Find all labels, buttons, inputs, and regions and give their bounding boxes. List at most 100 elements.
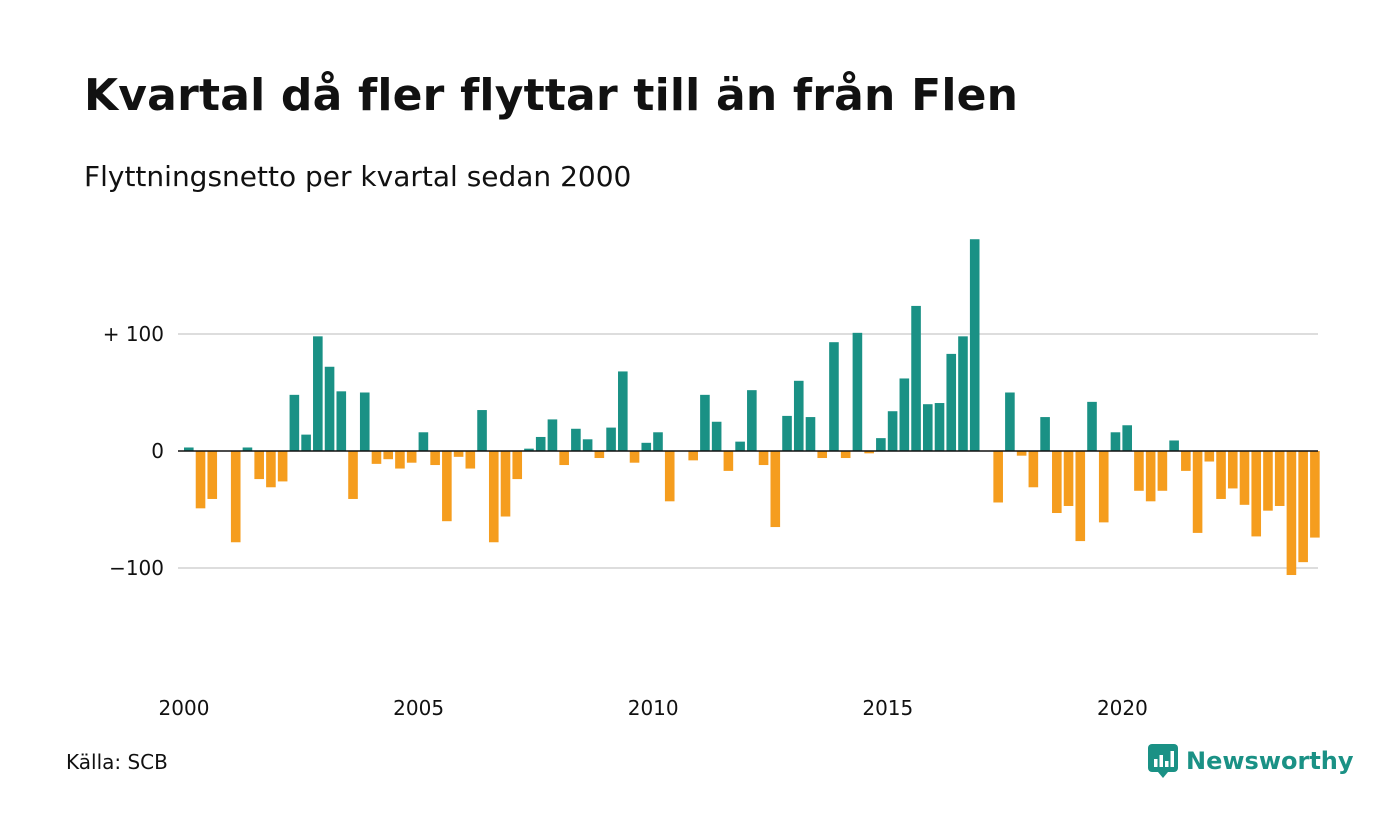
bar: [359, 392, 370, 451]
bar: [406, 451, 417, 463]
bar: [395, 451, 405, 469]
bar: [1181, 451, 1191, 471]
bar: [1216, 451, 1226, 499]
bar: [1286, 451, 1297, 576]
bar: [1063, 451, 1074, 506]
bar: [418, 432, 429, 451]
bar: [230, 451, 241, 543]
bar: [371, 451, 382, 464]
bar: [958, 336, 968, 451]
bar: [700, 394, 710, 451]
bar: [1204, 451, 1215, 462]
newsworthy-logo-icon: [1148, 744, 1178, 778]
bar: [817, 451, 828, 459]
bar: [887, 411, 898, 451]
bar: [1016, 451, 1027, 456]
bar: [1251, 451, 1262, 537]
bar: [1263, 451, 1273, 511]
source-note: Källa: SCB: [66, 750, 168, 774]
bar: [348, 451, 358, 499]
bar: [453, 451, 464, 457]
bar: [653, 432, 663, 451]
bar: [922, 404, 933, 451]
bar: [1298, 451, 1308, 563]
chart-title: Kvartal då fler flyttar till än från Fle…: [84, 70, 1019, 121]
bar: [524, 448, 534, 451]
bar: [336, 391, 347, 451]
bar: [324, 366, 335, 451]
x-tick-label: 2020: [1097, 696, 1148, 720]
bar: [946, 353, 957, 451]
bar: [1274, 451, 1285, 506]
bar: [1169, 440, 1179, 451]
y-tick-label: 0: [151, 439, 164, 463]
bar: [465, 451, 476, 469]
bar: [1310, 451, 1320, 538]
bar: [1087, 401, 1097, 451]
x-tick-label: 2000: [159, 696, 210, 720]
bar: [723, 451, 734, 471]
bar: [1192, 451, 1203, 533]
bar: [547, 419, 558, 451]
bar: [852, 332, 863, 451]
x-tick-label: 2005: [393, 696, 444, 720]
bar: [1122, 425, 1132, 451]
bar: [1005, 392, 1015, 451]
bar: [184, 447, 194, 451]
bar: [758, 451, 769, 466]
brand-name: Newsworthy: [1186, 747, 1354, 775]
brand-logo: Newsworthy: [1148, 744, 1354, 778]
bar: [594, 451, 605, 459]
bar: [1110, 432, 1121, 451]
bar: [1040, 417, 1050, 451]
bar: [254, 451, 264, 480]
bar: [582, 439, 593, 451]
chart-subtitle: Flyttningsnetto per kvartal sedan 2000: [84, 160, 632, 193]
bar: [606, 427, 616, 451]
bar: [430, 451, 440, 466]
bar: [829, 342, 839, 451]
x-tick-label: 2015: [862, 696, 913, 720]
x-tick-label: 2010: [628, 696, 679, 720]
bar: [571, 428, 581, 451]
y-tick-label: −100: [109, 556, 164, 580]
bar: [1098, 451, 1109, 523]
bar: [1028, 451, 1039, 488]
bar: [899, 378, 910, 451]
bar: [641, 442, 652, 451]
bar: [301, 434, 311, 451]
bar: [242, 447, 253, 451]
bar: [266, 451, 276, 488]
bar: [711, 421, 722, 451]
bar: [207, 451, 218, 499]
bar: [770, 451, 781, 528]
bar: [1157, 451, 1168, 491]
bar: [442, 451, 452, 522]
bar: [782, 415, 792, 451]
bar: [969, 239, 980, 451]
bar: [793, 380, 804, 451]
bar: [911, 305, 921, 451]
bar: [864, 451, 874, 454]
bar: [629, 451, 640, 463]
bar: [477, 410, 487, 451]
bar: [1227, 451, 1238, 489]
bar: [735, 441, 745, 451]
bar: [277, 451, 288, 482]
bar: [1134, 451, 1144, 491]
bar: [747, 390, 757, 451]
bar: [535, 436, 546, 451]
bar: [664, 451, 675, 502]
y-tick-label: + 100: [103, 322, 164, 346]
bar: [559, 451, 569, 466]
bar: [934, 403, 945, 451]
bar: [1075, 451, 1086, 542]
bar: [383, 451, 394, 460]
bar: [618, 371, 628, 451]
bar: [840, 451, 851, 459]
bar: [1239, 451, 1250, 505]
bar: [805, 417, 816, 451]
bar: [195, 451, 206, 509]
bar: [993, 451, 1003, 503]
